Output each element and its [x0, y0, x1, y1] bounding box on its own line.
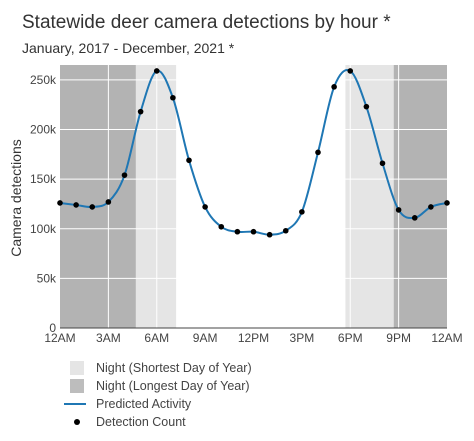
legend-item-detection-count[interactable]: Detection Count — [70, 414, 186, 430]
chart-subtitle: January, 2017 - December, 2021 * — [22, 40, 235, 56]
detection-point-24 — [444, 200, 450, 206]
detection-count-series — [57, 68, 450, 238]
detection-point-17 — [331, 84, 337, 90]
y-tick-label-0: 0 — [49, 321, 56, 335]
detection-point-10 — [218, 223, 225, 230]
x-tick-label-6: 6PM — [338, 331, 363, 345]
detection-point-14 — [282, 227, 289, 234]
legend-swatch-predicted-activity — [64, 403, 86, 405]
legend-label-predicted-activity: Predicted Activity — [96, 397, 192, 411]
y-tick-label-4: 200k — [30, 123, 57, 137]
gridlines — [60, 65, 447, 328]
legend-swatch-detection-count — [74, 419, 80, 425]
y-tick-label-3: 150k — [30, 172, 57, 186]
detection-point-8 — [186, 157, 192, 164]
chart-title: Statewide deer camera detections by hour… — [22, 12, 391, 33]
detection-point-1 — [73, 202, 79, 208]
night-longest-band-1 — [393, 65, 447, 328]
detection-point-0 — [57, 200, 63, 206]
x-tick-label-4: 12PM — [238, 331, 269, 345]
detection-point-20 — [379, 160, 386, 167]
detection-point-13 — [266, 231, 273, 238]
detection-point-18 — [347, 68, 354, 74]
detection-point-7 — [170, 94, 176, 101]
detection-point-15 — [299, 209, 305, 215]
detection-point-2 — [89, 204, 96, 210]
detection-point-22 — [411, 215, 418, 221]
x-tick-label-5: 3PM — [290, 331, 315, 345]
detection-point-11 — [234, 228, 241, 235]
x-tick-label-2: 6AM — [144, 331, 169, 345]
y-tick-label-1: 50k — [37, 271, 57, 285]
detection-point-3 — [105, 199, 112, 205]
y-tick-label-5: 250k — [30, 73, 57, 87]
legend-swatch-night-shortest — [70, 361, 84, 375]
legend-label-night-longest: Night (Longest Day of Year) — [96, 379, 250, 393]
x-tick-label-8: 12AM — [431, 331, 462, 345]
detection-point-5 — [137, 108, 144, 115]
legend-item-night-shortest[interactable]: Night (Shortest Day of Year) — [70, 360, 252, 376]
night-longest-band-0 — [60, 65, 136, 328]
tick-labels: 0 50k 100k 150k 200k 250k 12AM 3AM 6AM 9AM 12PM 3PM… — [30, 73, 463, 345]
detection-point-6 — [153, 68, 160, 74]
detection-point-23 — [428, 204, 434, 210]
legend-label-night-shortest: Night (Shortest Day of Year) — [96, 361, 252, 375]
x-tick-label-3: 9AM — [193, 331, 218, 345]
x-tick-label-0: 12AM — [44, 331, 75, 345]
detection-point-4 — [121, 172, 128, 178]
legend-swatch-night-longest — [70, 379, 84, 393]
detection-point-16 — [315, 149, 321, 156]
legend-label-detection-count: Detection Count — [96, 415, 186, 429]
detection-point-21 — [395, 207, 402, 213]
detection-point-12 — [250, 228, 257, 235]
y-tick-label-2: 100k — [30, 222, 57, 236]
detection-point-19 — [363, 103, 370, 110]
chart-plot: 0 50k 100k 150k 200k 250k 12AM 3AM 6AM 9AM 12PM 3PM… — [8, 65, 463, 345]
legend-item-night-longest[interactable]: Night (Longest Day of Year) — [70, 378, 250, 394]
x-tick-label-7: 9PM — [386, 331, 411, 345]
y-axis-label: Camera detections — [8, 139, 24, 257]
x-tick-label-1: 3AM — [96, 331, 121, 345]
detection-point-9 — [202, 204, 208, 210]
legend-item-predicted-activity[interactable]: Predicted Activity — [64, 396, 192, 412]
